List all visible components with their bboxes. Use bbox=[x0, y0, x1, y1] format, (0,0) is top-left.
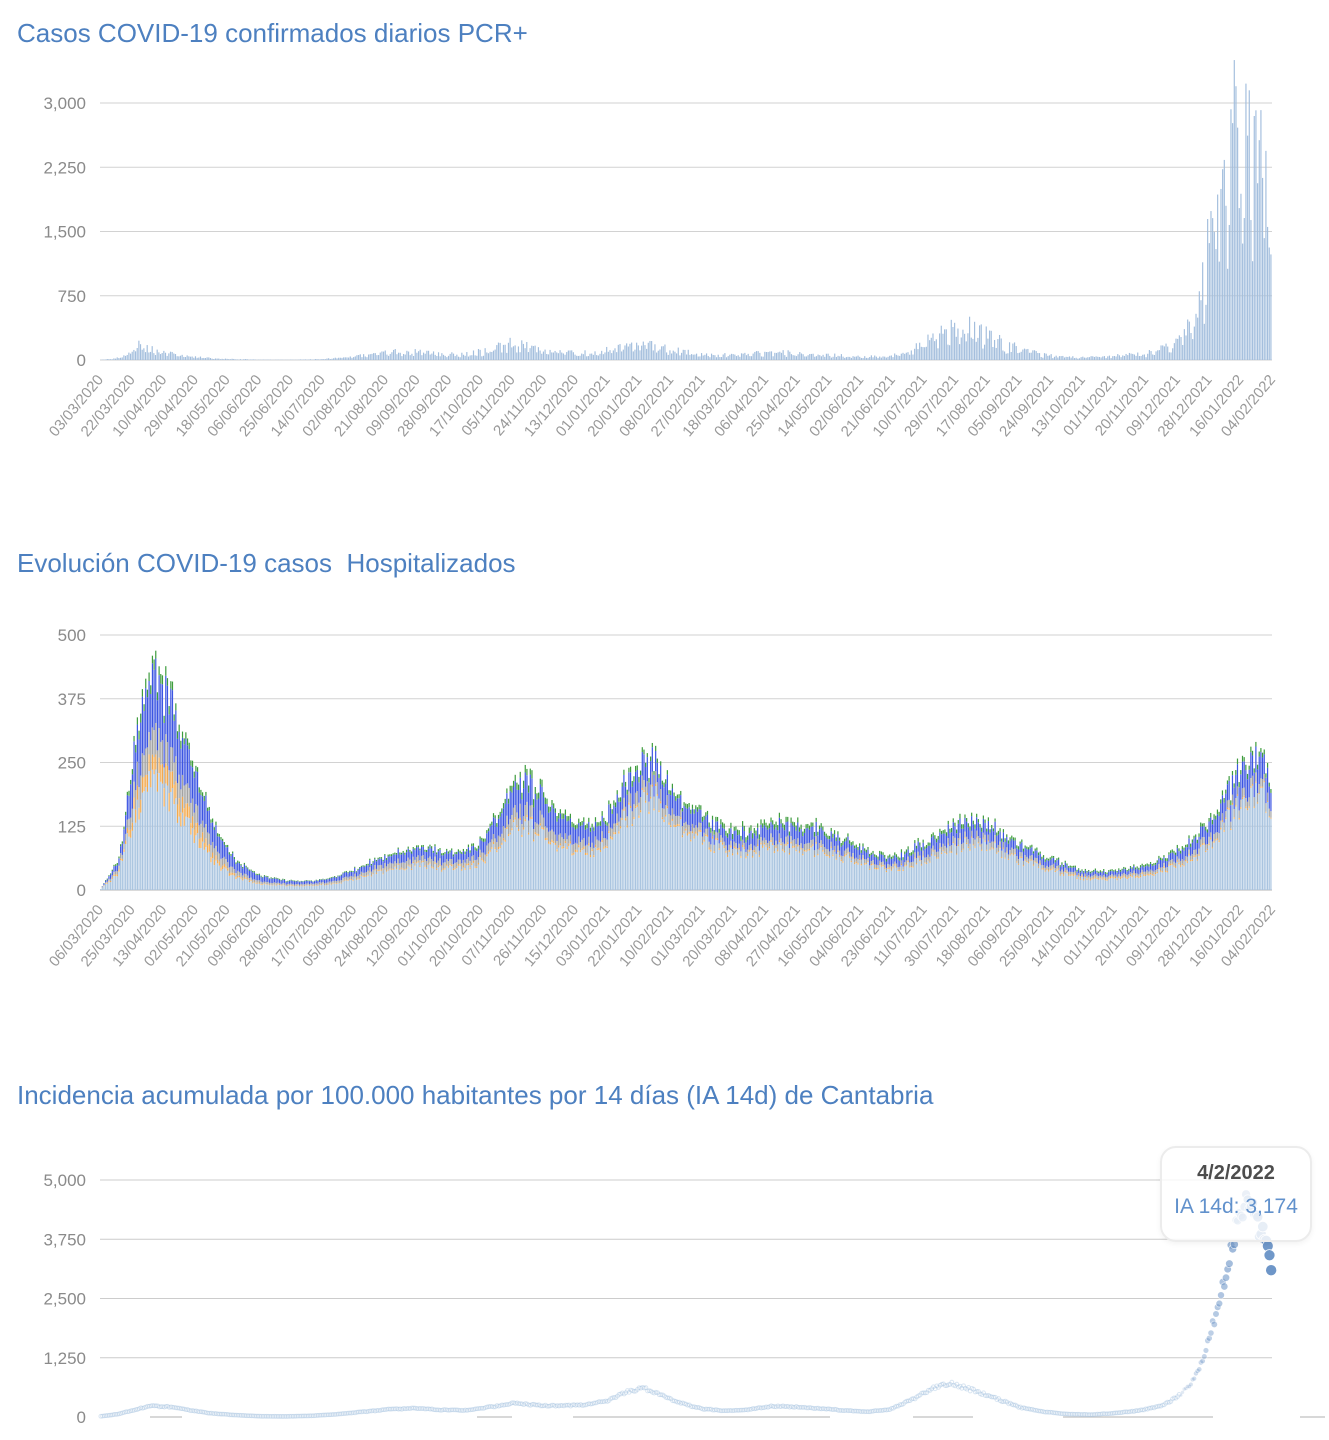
svg-text:2,250: 2,250 bbox=[43, 158, 86, 177]
svg-text:1,250: 1,250 bbox=[43, 1349, 86, 1368]
hospitalized-chart-title: Evolución COVID-19 casos Hospitalizados bbox=[17, 548, 516, 578]
svg-text:250: 250 bbox=[58, 754, 86, 773]
svg-text:2,500: 2,500 bbox=[43, 1290, 86, 1309]
svg-text:0: 0 bbox=[77, 881, 86, 900]
daily-cases-chart[interactable]: 07501,5002,2503,00003/03/202022/03/20201… bbox=[0, 56, 1329, 516]
svg-text:1,500: 1,500 bbox=[43, 223, 86, 242]
svg-text:500: 500 bbox=[58, 626, 86, 645]
tooltip-date: 4/2/2022 bbox=[1197, 1162, 1275, 1184]
svg-text:125: 125 bbox=[58, 817, 86, 836]
ia14d-chart-title: Incidencia acumulada por 100.000 habitan… bbox=[17, 1080, 934, 1110]
daily-cases-chart-title: Casos COVID-19 confirmados diarios PCR+ bbox=[17, 18, 528, 48]
svg-text:0: 0 bbox=[77, 351, 86, 370]
tooltip-value: IA 14d: 3,174 bbox=[1174, 1195, 1298, 1218]
hospitalized-chart[interactable]: 012525037550006/03/202025/03/202013/04/2… bbox=[0, 595, 1329, 1060]
svg-text:3,750: 3,750 bbox=[43, 1230, 86, 1249]
chart-tooltip: 4/2/2022 IA 14d: 3,174 bbox=[1160, 1146, 1312, 1242]
svg-text:0: 0 bbox=[77, 1408, 86, 1427]
svg-text:3,000: 3,000 bbox=[43, 94, 86, 113]
svg-text:375: 375 bbox=[58, 690, 86, 709]
svg-text:5,000: 5,000 bbox=[43, 1171, 86, 1190]
svg-text:750: 750 bbox=[58, 287, 86, 306]
ia14d-chart[interactable]: 0 1,250 2,500 3,750 5,000 bbox=[0, 1125, 1329, 1440]
